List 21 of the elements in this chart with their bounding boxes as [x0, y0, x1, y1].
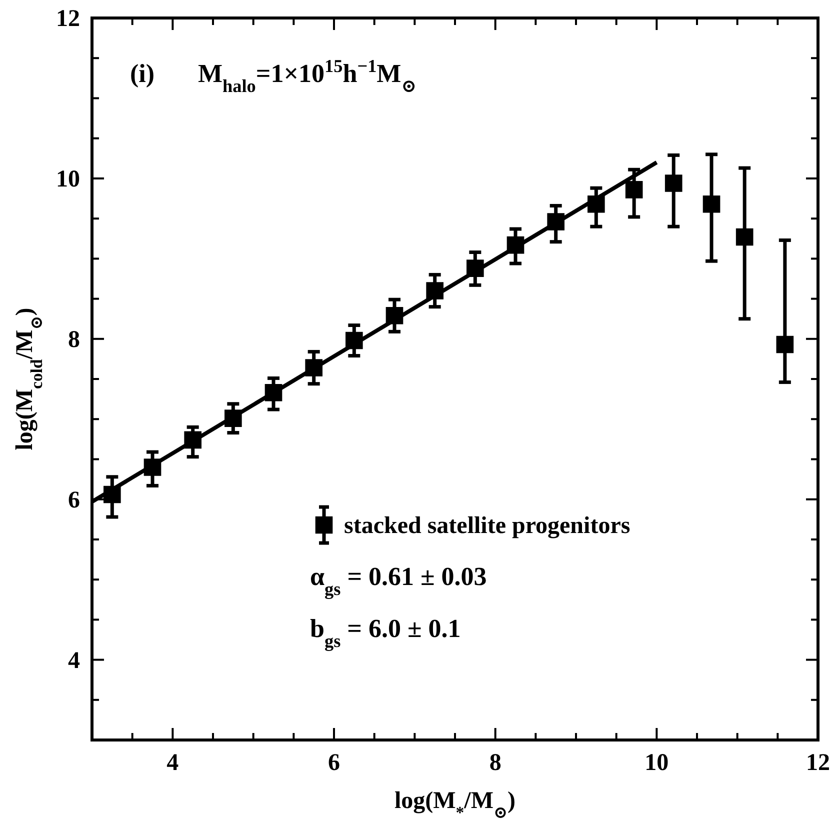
- annotation: M$_{halo}$=1×10$^{15}$h$^{−1}$M$_{⊙}$: [198, 56, 416, 96]
- x-tick-label: 6: [328, 750, 340, 776]
- x-axis-title: log(M$_{*}$/M$_{⊙}$): [394, 788, 516, 822]
- annotation: (i): [130, 59, 155, 88]
- legend-label: stacked satellite progenitors: [344, 513, 630, 539]
- point: [736, 228, 754, 246]
- y-tick-label: 4: [68, 648, 80, 674]
- y-tick-label: 12: [56, 6, 80, 32]
- x-tick-label: 12: [806, 750, 830, 776]
- x-tick-label: 8: [489, 750, 502, 776]
- x-tick-label: 4: [166, 750, 179, 776]
- point: [776, 336, 794, 354]
- annotation: b$_{gs}$ = 6.0 ± 0.1: [310, 614, 461, 652]
- point: [664, 174, 682, 192]
- point: [702, 195, 720, 213]
- annotation: α$_{gs}$ = 0.61 ± 0.03: [310, 562, 487, 600]
- y-tick-label: 8: [68, 326, 80, 353]
- y-tick-label: 6: [68, 487, 80, 514]
- point: [625, 181, 643, 198]
- y-tick-label: 10: [56, 166, 80, 192]
- x-tick-label: 10: [644, 750, 669, 776]
